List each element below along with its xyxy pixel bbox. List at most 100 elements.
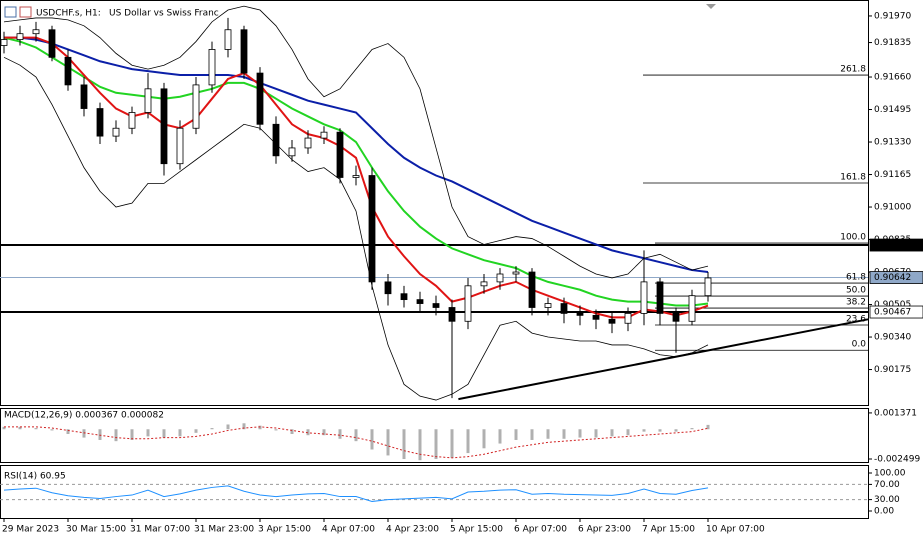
candle-body [192, 84, 200, 129]
y-tick-label: 0.91495 [874, 105, 911, 115]
candle-body [496, 273, 504, 283]
y-tick-label: 0.91165 [874, 170, 911, 180]
price-tag-label: 0.90642 [874, 273, 911, 283]
candle-body [256, 72, 264, 125]
signal-line [4, 426, 709, 459]
candle-body [528, 271, 536, 308]
candle-body [176, 127, 184, 165]
candle-body [80, 84, 88, 109]
price-tag [869, 305, 923, 319]
candle-body [240, 29, 248, 74]
x-tick-label: 31 Mar 07:00 [130, 525, 190, 535]
candle-body [128, 112, 136, 129]
candle-body [560, 303, 568, 314]
macd-panel-border [0, 408, 869, 463]
candle-body [208, 49, 216, 86]
fib-label: 23.6 [846, 315, 866, 325]
rsi-title: RSI(14) 60.95 [4, 472, 66, 482]
price-tag-label: 0.90807 [874, 241, 911, 251]
candle-body [384, 281, 392, 295]
candle-body [448, 307, 456, 322]
trendline [458, 318, 869, 401]
x-tick-label: 4 Apr 07:00 [322, 525, 375, 535]
candle-body [112, 127, 120, 137]
candle-body [416, 299, 424, 304]
candle-body [144, 88, 152, 113]
candle-body [224, 29, 232, 50]
fib-label: 0.0 [852, 340, 867, 350]
candle-body [656, 281, 664, 314]
icon[interactable] [4, 6, 17, 18]
x-tick-label: 7 Apr 15:00 [642, 525, 695, 535]
candle-body [32, 29, 40, 35]
y-tick-label: 70.00 [874, 480, 900, 490]
candle-body [304, 137, 312, 149]
y-tick-label: 0.91970 [874, 11, 911, 21]
y-tick-label: 0.91000 [874, 203, 911, 213]
x-tick-label: 29 Mar 2023 [2, 525, 59, 535]
candle-body [704, 277, 712, 297]
candle-body [608, 318, 616, 324]
candle-body [640, 281, 648, 314]
candle-body [160, 88, 168, 165]
y-tick-label: 0.90175 [874, 365, 911, 375]
candle-body [432, 303, 440, 308]
y-tick-label: 0.90340 [874, 333, 911, 343]
candle-body [480, 281, 488, 287]
y-tick-label: 30.00 [874, 495, 900, 505]
candle-body [368, 175, 376, 283]
rsi-panel-border [0, 465, 869, 519]
shift-marker [706, 4, 716, 9]
candle-body [576, 313, 584, 316]
x-tick-label: 6 Apr 07:00 [514, 525, 567, 535]
macd-title: MACD(12,26,9) 0.000367 0.000082 [4, 411, 164, 421]
candle-body [672, 313, 680, 322]
y-tick-label: 100.00 [874, 468, 906, 478]
y-tick-label: 0.001371 [874, 408, 917, 418]
indicator-line [3, 5, 709, 279]
indicator-line [4, 36, 709, 274]
rsi-line [3, 485, 709, 503]
y-tick-label: 0.00 [874, 507, 894, 517]
candle-body [592, 314, 600, 320]
candle-body [0, 39, 8, 46]
indicator-line [3, 36, 709, 307]
x-tick-label: 6 Apr 23:00 [578, 525, 631, 535]
x-tick-label: 4 Apr 23:00 [386, 525, 439, 535]
price-tag [869, 238, 923, 252]
y-tick-label: 0.90505 [874, 300, 911, 310]
x-tick-label: 3 Apr 15:00 [258, 525, 311, 535]
candle-body [512, 271, 520, 275]
candle-body [320, 131, 328, 139]
icon[interactable] [19, 6, 32, 18]
fib-label: 161.8 [840, 172, 866, 182]
toolbar-icons[interactable] [4, 6, 32, 18]
fib-label: 61.8 [846, 273, 866, 283]
candle-body [352, 175, 360, 178]
x-tick-label: 31 Mar 23:00 [194, 525, 254, 535]
y-tick-label: 0.91660 [874, 73, 911, 83]
y-tick-label: -0.002499 [874, 455, 920, 465]
candle-body [336, 131, 344, 178]
x-tick-label: 5 Apr 15:00 [450, 525, 503, 535]
description: US Dollar vs Swiss Franc [109, 9, 219, 19]
fib-label: 261.8 [840, 65, 866, 75]
candle-body [272, 123, 280, 157]
fib-label: 50.0 [846, 286, 866, 296]
candle-body [16, 33, 24, 40]
y-tick-label: 0.91330 [874, 138, 911, 148]
x-tick-label: 30 Mar 15:00 [66, 525, 126, 535]
candle-body [544, 303, 552, 308]
candle-body [64, 56, 72, 86]
symbol: USDCHF.s, H1: [36, 9, 101, 19]
price-tag [869, 271, 923, 284]
indicator-line [4, 36, 709, 319]
indicator-line [3, 56, 709, 401]
x-tick-label: 10 Apr 07:00 [706, 525, 765, 535]
y-tick-label: 0.91835 [874, 38, 911, 48]
main-panel-border [0, 0, 869, 406]
candle-body [96, 108, 104, 137]
fib-label: 100.0 [840, 233, 866, 243]
candle-body [288, 147, 296, 157]
